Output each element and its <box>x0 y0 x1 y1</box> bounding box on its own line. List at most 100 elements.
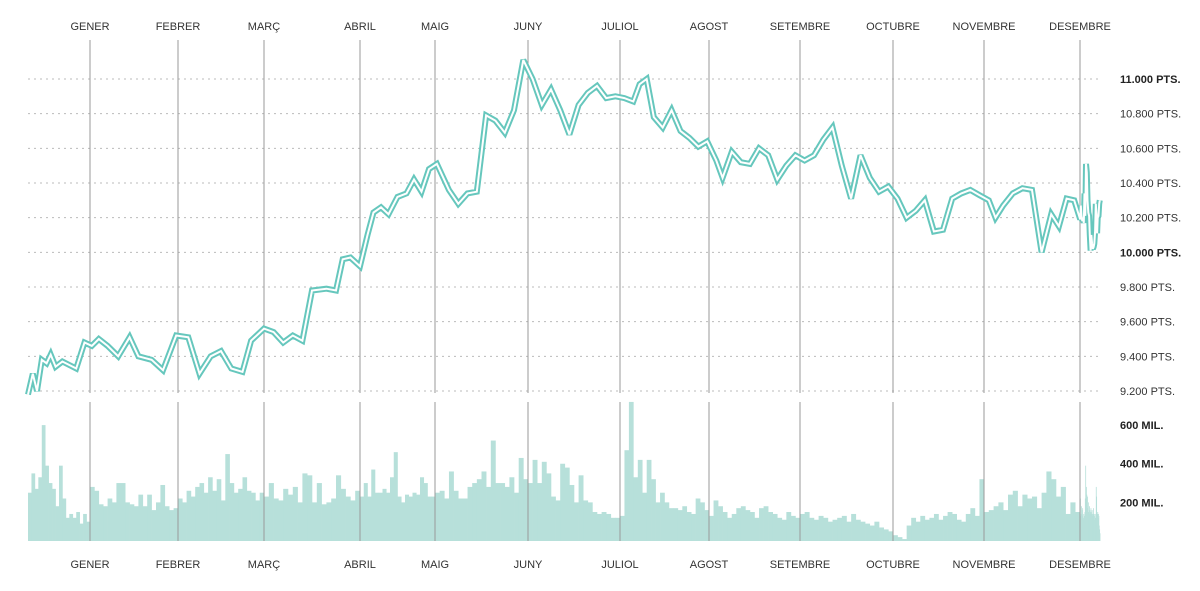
volume-bar <box>94 490 100 541</box>
volume-bar <box>427 496 432 541</box>
volume-bar <box>268 483 274 541</box>
volume-bar <box>541 461 547 541</box>
volume-bar <box>151 510 157 541</box>
volume-bar <box>216 479 222 541</box>
volume-bars <box>28 401 1101 541</box>
volume-bar <box>920 515 926 541</box>
volume-bar <box>988 510 994 541</box>
volume-bar <box>938 519 944 541</box>
volume-bar <box>221 500 226 541</box>
volume-bar <box>169 510 174 541</box>
volume-bar <box>500 483 506 541</box>
volume-bar <box>818 515 824 541</box>
volume-bar <box>615 517 621 541</box>
volume-bar <box>1032 496 1038 541</box>
volume-bar <box>367 496 372 541</box>
volume-bar <box>65 517 70 541</box>
volume-bar <box>182 502 187 541</box>
volume-bar <box>832 519 838 541</box>
volume-bar <box>476 479 482 541</box>
volume-bar <box>55 506 60 541</box>
volume-bar <box>444 498 450 541</box>
volume-bar <box>86 521 91 541</box>
volume-bar <box>704 510 710 541</box>
volume-bar <box>795 517 801 541</box>
volume-bar <box>495 483 501 541</box>
volume-bar <box>1027 498 1033 541</box>
volume-bar <box>777 517 783 541</box>
volume-bar <box>763 506 769 541</box>
volume-bar <box>79 523 84 541</box>
volume-bar <box>560 463 566 541</box>
volume-bar <box>772 513 778 541</box>
month-label-top: DESEMBRE <box>1049 21 1111 33</box>
volume-bar <box>509 477 515 541</box>
volume-bar <box>682 506 688 541</box>
volume-bar <box>642 492 647 541</box>
month-label-top: OCTUBRE <box>866 21 920 33</box>
volume-bar <box>481 471 487 541</box>
month-label-bottom: OCTUBRE <box>866 559 920 571</box>
month-label-top: AGOST <box>690 21 729 33</box>
price-line-outer <box>25 58 1103 396</box>
volume-bar <box>416 494 421 541</box>
volume-bar <box>915 521 921 541</box>
volume-bar <box>273 498 279 541</box>
volume-bar <box>45 465 49 541</box>
volume-bar <box>651 479 656 541</box>
price-line <box>25 58 1103 396</box>
volume-bar <box>610 517 616 541</box>
volume-bar <box>523 479 529 541</box>
month-label-bottom: AGOST <box>690 559 729 571</box>
month-labels-top: GENER FEBRER MARÇ ABRIL MAIG JUNY JULIOL AGOST S… <box>70 21 1110 33</box>
volume-bar <box>129 504 135 541</box>
month-label-top: MARÇ <box>248 21 280 33</box>
volume-bar <box>879 527 884 541</box>
volume-bar <box>246 490 252 541</box>
volume-bar <box>302 473 308 541</box>
volume-bar <box>195 486 200 541</box>
month-label-top: MAIG <box>421 21 449 33</box>
volume-bar <box>620 515 625 541</box>
month-label-bottom: DESEMBRE <box>1049 559 1111 571</box>
volume-bar <box>532 459 538 541</box>
volume-bar <box>72 517 77 541</box>
volume-bar <box>745 510 751 541</box>
volume-bar <box>551 496 556 541</box>
volume-bar <box>371 469 376 541</box>
volume-bar <box>979 479 985 541</box>
volume-bar <box>1051 479 1057 541</box>
volume-bar <box>59 465 63 541</box>
volume-bar <box>34 488 39 541</box>
volume-bar <box>238 488 243 541</box>
volume-bar <box>283 488 289 541</box>
volume-bar <box>606 513 612 541</box>
volume-bar <box>312 502 318 541</box>
volume-bar <box>952 513 957 541</box>
volume-bar <box>965 513 971 541</box>
volume-bar <box>297 502 303 541</box>
volume-bar <box>138 494 144 541</box>
volume-bar <box>924 519 930 541</box>
volume-bar <box>420 477 425 541</box>
volume-bar <box>855 519 861 541</box>
volume-bar <box>134 506 139 541</box>
volume-bar <box>504 486 510 541</box>
price-tick-label: 10.400 PTS. <box>1120 178 1181 190</box>
volume-bar <box>340 488 346 541</box>
month-label-top: GENER <box>70 21 109 33</box>
volume-bar <box>943 515 948 541</box>
volume-bar <box>736 508 742 541</box>
volume-bar <box>800 513 805 541</box>
volume-bar <box>722 512 728 541</box>
volume-bar <box>597 513 602 541</box>
volume-bar <box>363 483 368 541</box>
volume-bar <box>259 492 265 541</box>
volume-axis-labels: 600 MIL. 400 MIL. 200 MIL. <box>1120 420 1163 509</box>
volume-bar <box>1041 492 1047 541</box>
volume-bar <box>1022 494 1028 541</box>
month-gridlines <box>89 40 1081 541</box>
month-label-bottom: GENER <box>70 559 109 571</box>
volume-bar <box>947 512 953 541</box>
volume-bar <box>190 496 196 541</box>
